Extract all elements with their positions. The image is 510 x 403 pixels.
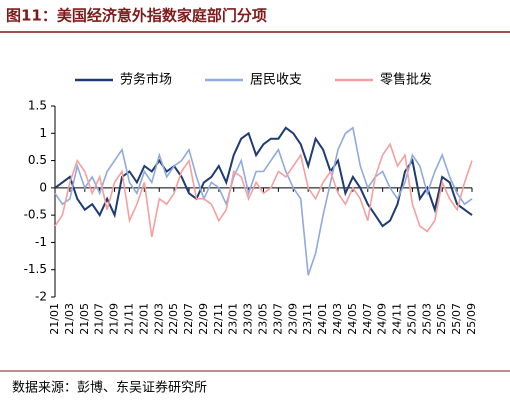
y-tick-label: -1 bbox=[35, 235, 47, 249]
x-tick-label: 21/05 bbox=[78, 303, 91, 335]
x-tick-label: 24/05 bbox=[346, 303, 359, 335]
x-tick-label: 23/01 bbox=[227, 303, 240, 335]
y-tick-label: 0 bbox=[39, 180, 47, 194]
y-tick-label: -2 bbox=[35, 290, 47, 304]
x-tick-label: 21/03 bbox=[63, 303, 76, 335]
series-line bbox=[54, 142, 473, 238]
x-tick-label: 24/07 bbox=[361, 303, 374, 335]
x-tick-label: 22/11 bbox=[212, 303, 225, 335]
x-tick-label: 23/03 bbox=[242, 303, 255, 335]
x-tick-label: 23/09 bbox=[286, 303, 299, 335]
x-tick-label: 22/07 bbox=[182, 303, 195, 335]
y-tick-label: 0.5 bbox=[28, 153, 47, 167]
legend-label: 劳务市场 bbox=[120, 72, 172, 88]
y-tick-label: 1 bbox=[39, 126, 47, 140]
legend-label: 居民收支 bbox=[250, 73, 302, 88]
x-tick-label: 25/01 bbox=[405, 303, 418, 335]
x-tick-label: 21/01 bbox=[48, 303, 61, 335]
x-tick-label: 21/09 bbox=[108, 303, 121, 335]
legend-label: 零售批发 bbox=[380, 72, 432, 88]
y-tick-label: 1.5 bbox=[28, 99, 47, 113]
x-tick-label: 21/07 bbox=[93, 303, 106, 335]
x-tick-label: 25/03 bbox=[420, 303, 433, 335]
x-tick-label: 24/01 bbox=[316, 303, 329, 335]
x-tick-label: 23/11 bbox=[301, 303, 314, 335]
series-line bbox=[54, 126, 473, 276]
x-tick-label: 22/03 bbox=[152, 303, 165, 335]
x-tick-label: 25/05 bbox=[435, 303, 448, 335]
x-tick-label: 24/03 bbox=[331, 303, 344, 335]
x-tick-label: 24/09 bbox=[376, 303, 389, 335]
x-tick-label: 22/01 bbox=[137, 303, 150, 335]
x-tick-label: 21/11 bbox=[122, 303, 135, 335]
x-tick-label: 24/11 bbox=[391, 303, 404, 335]
source-note: 数据来源：彭博、东吴证券研究所 bbox=[12, 380, 207, 396]
x-tick-label: 25/07 bbox=[450, 303, 463, 335]
x-tick-label: 25/09 bbox=[465, 303, 478, 335]
chart-title: 图11：美国经济意外指数家庭部门分项 bbox=[6, 7, 267, 25]
y-tick-label: -1.5 bbox=[24, 262, 47, 276]
y-tick-label: -0.5 bbox=[24, 208, 47, 222]
x-tick-label: 23/05 bbox=[257, 303, 270, 335]
series-line bbox=[54, 126, 473, 228]
x-tick-label: 23/07 bbox=[271, 303, 284, 335]
x-tick-label: 22/09 bbox=[197, 303, 210, 335]
x-tick-label: 22/05 bbox=[167, 303, 180, 335]
